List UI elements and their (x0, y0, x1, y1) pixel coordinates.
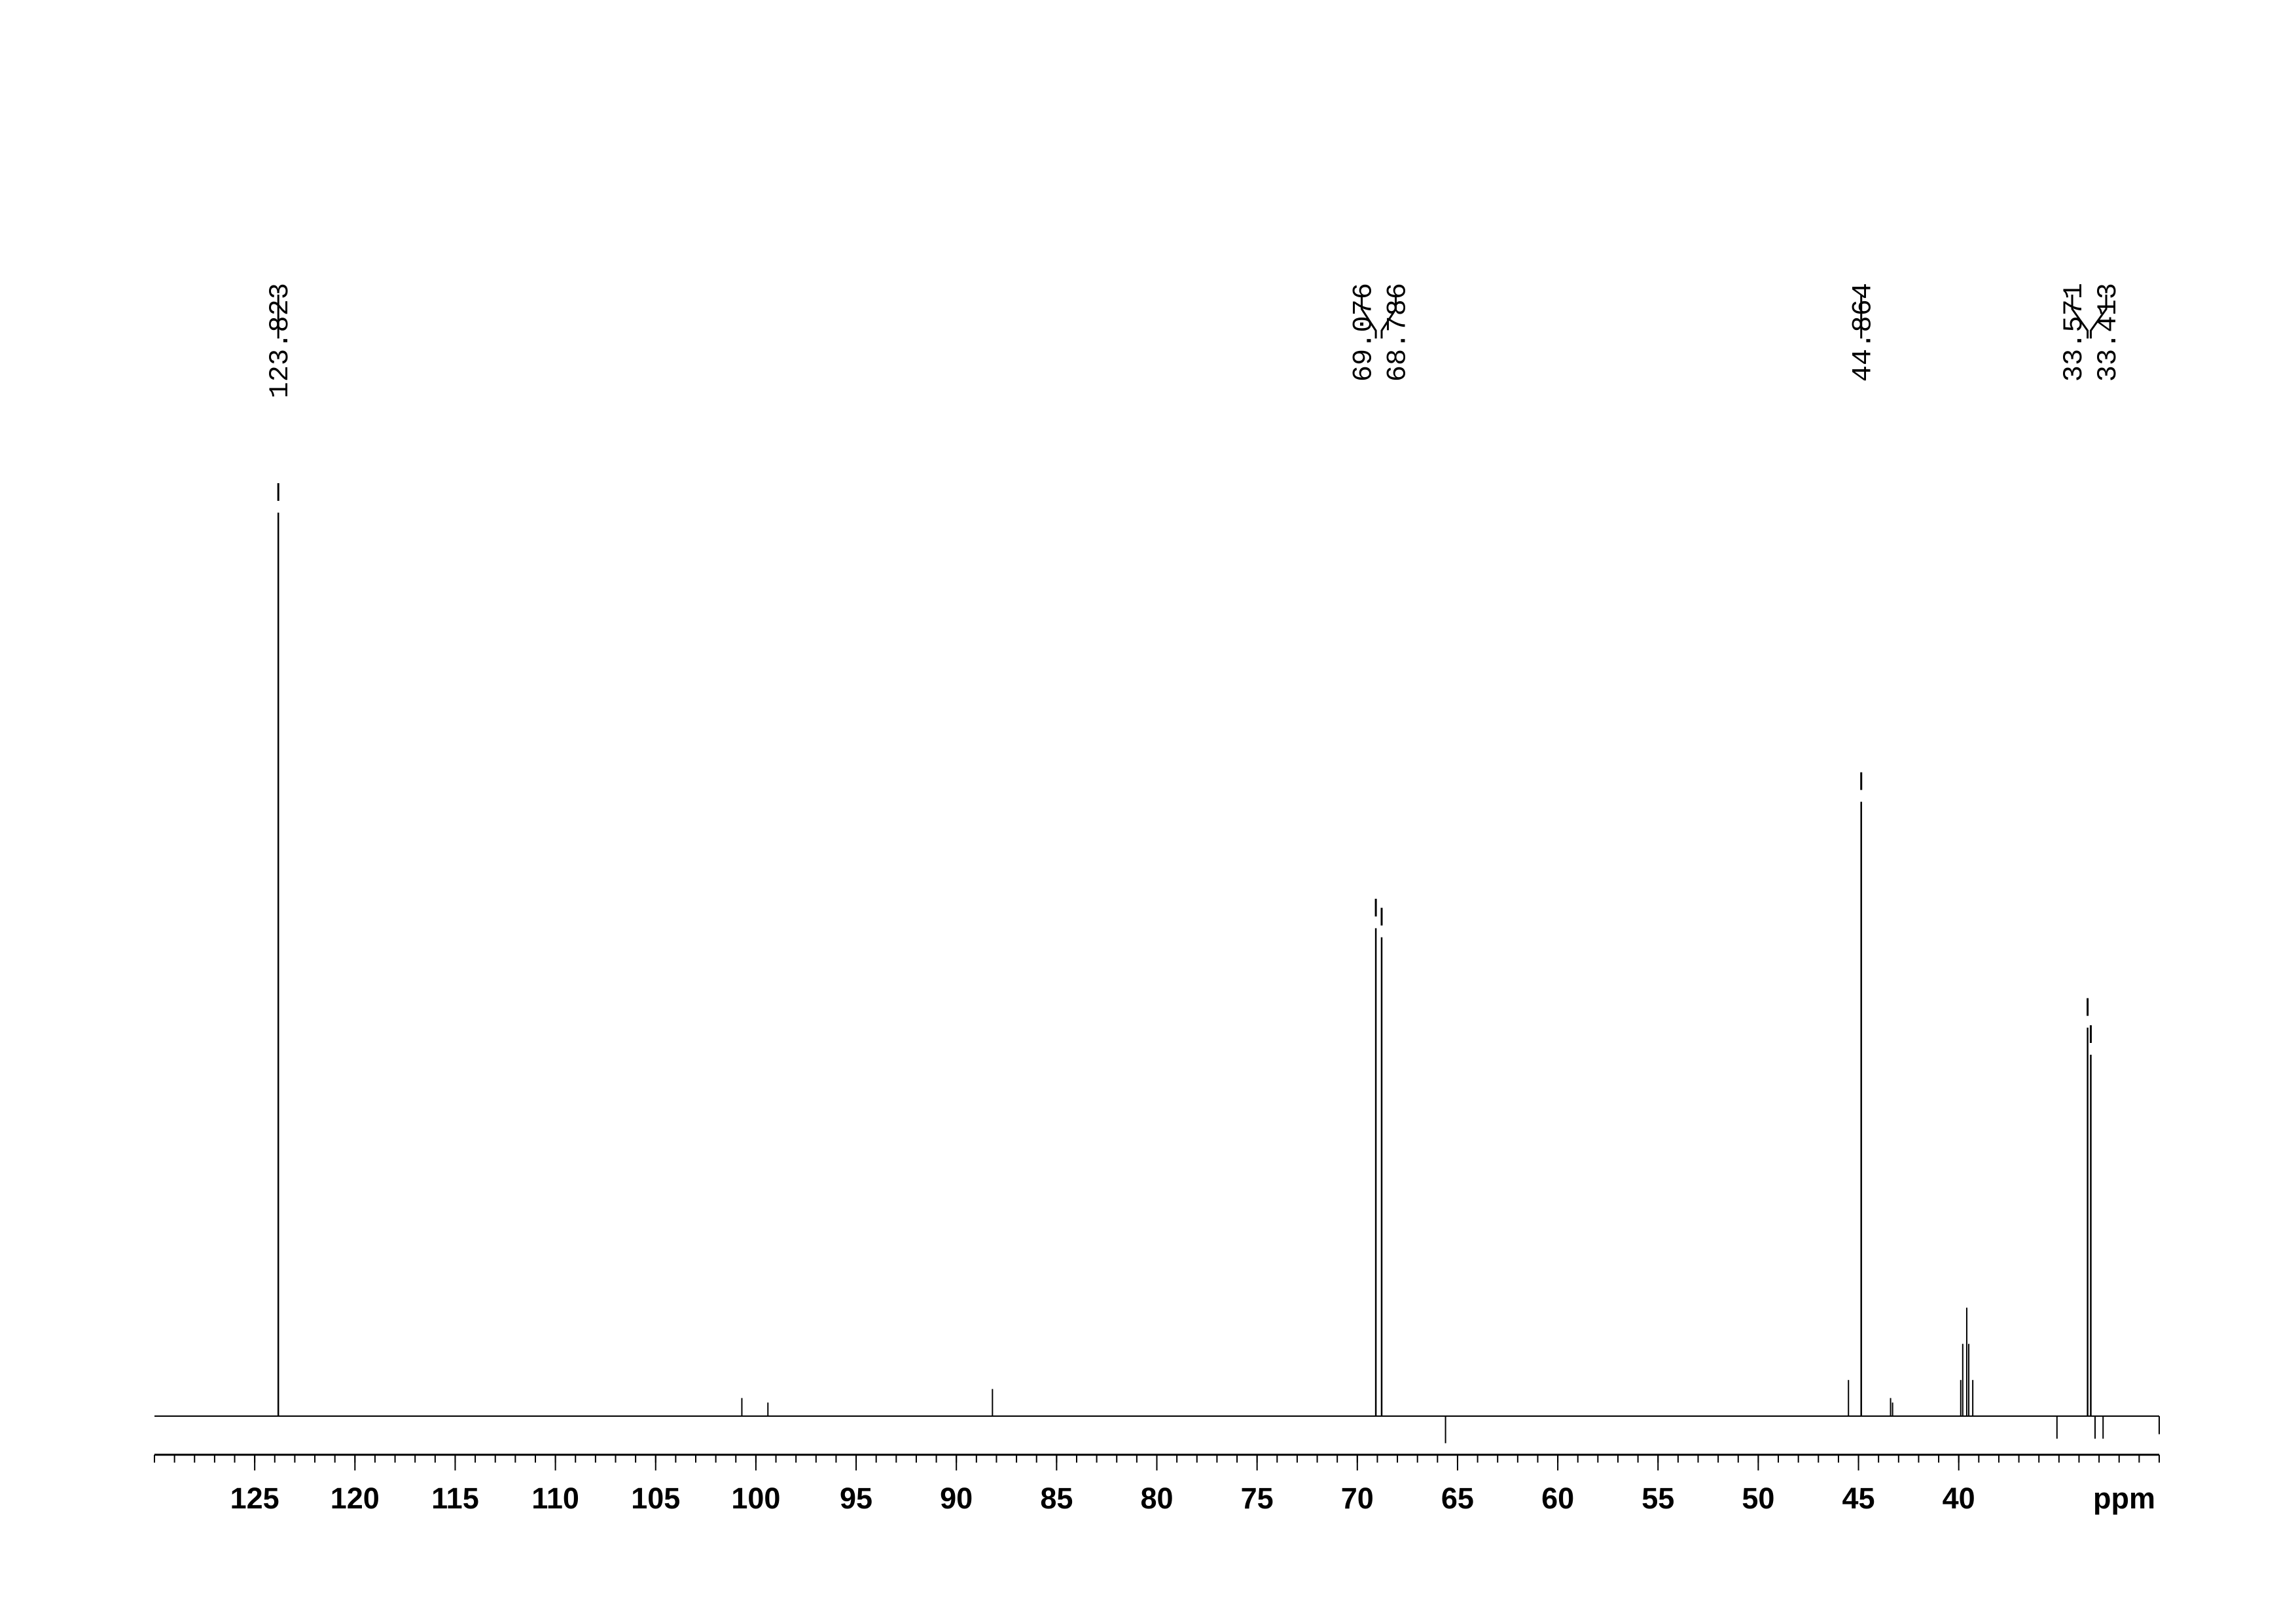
x-tick-label: 60 (1541, 1482, 1574, 1515)
x-axis-label: ppm (2093, 1482, 2155, 1515)
x-tick-label: 70 (1341, 1482, 1374, 1515)
peak-leader (2071, 295, 2089, 338)
peak-label: 69.076 (1348, 283, 1380, 382)
peak-label: 33.571 (2058, 283, 2090, 382)
x-tick-label: 120 (331, 1482, 380, 1515)
peak-leader (1380, 295, 1397, 338)
peak-label: 68.786 (1382, 283, 1414, 382)
peak-leader (1361, 295, 1377, 338)
x-tick-label: 80 (1140, 1482, 1173, 1515)
x-tick-label: 65 (1441, 1482, 1474, 1515)
x-tick-label: 105 (631, 1482, 680, 1515)
x-tick-label: 110 (531, 1482, 579, 1515)
x-tick-label: 95 (840, 1482, 872, 1515)
x-tick-label: 85 (1040, 1482, 1073, 1515)
x-tick-label: 40 (1943, 1482, 1975, 1515)
x-tick-label: 75 (1241, 1482, 1274, 1515)
peak-label: 123.823 (264, 283, 296, 398)
x-tick-label: 50 (1742, 1482, 1774, 1515)
x-tick-label: 45 (1842, 1482, 1875, 1515)
peak-leader (2089, 295, 2108, 338)
x-tick-label: 115 (431, 1482, 479, 1515)
peak-label: 33.413 (2092, 283, 2124, 382)
x-tick-label: 55 (1641, 1482, 1674, 1515)
x-tick-label: 100 (731, 1482, 780, 1515)
x-tick-label: 90 (940, 1482, 973, 1515)
x-tick-label: 125 (230, 1482, 279, 1515)
peak-label: 44.864 (1848, 283, 1879, 382)
